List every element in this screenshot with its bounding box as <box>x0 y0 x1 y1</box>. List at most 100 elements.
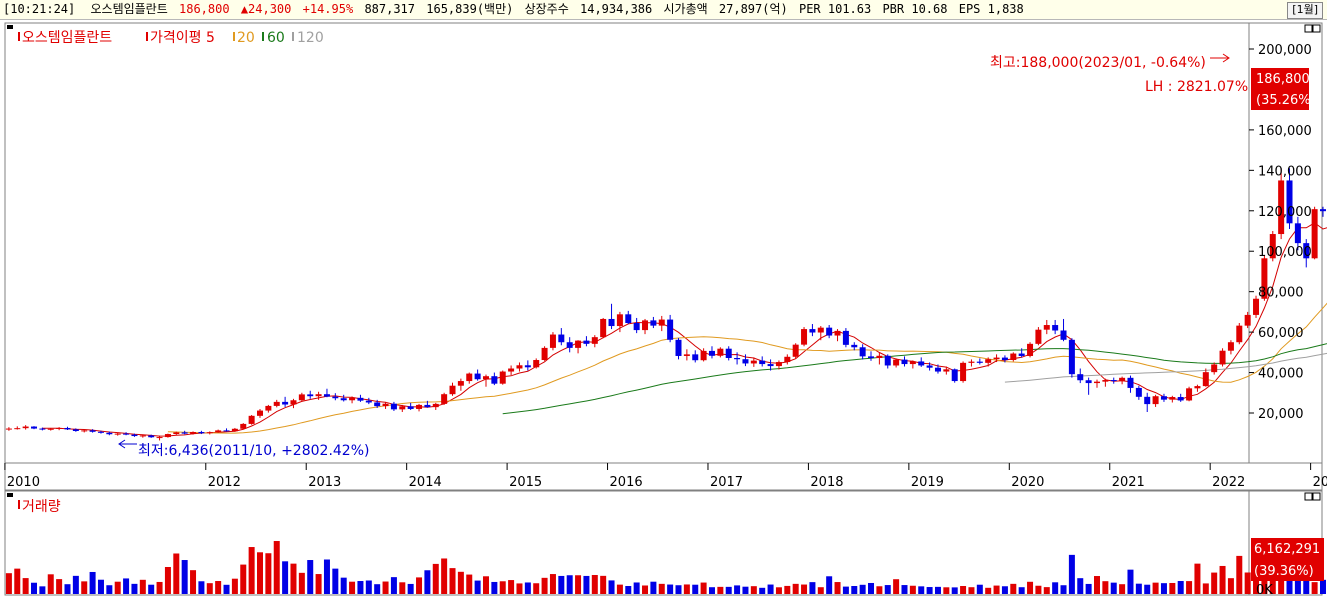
price-tick-label: 60,000 <box>1258 326 1304 341</box>
candle-body <box>457 381 464 386</box>
candle-body <box>1211 364 1218 373</box>
candle-body <box>524 365 531 368</box>
candle-body <box>1202 372 1209 387</box>
candle-body <box>775 362 782 367</box>
candle-body <box>257 410 263 416</box>
volume-bar <box>399 582 406 594</box>
volume-bar <box>775 587 782 594</box>
volume-bar <box>1001 586 1008 594</box>
volume-bar <box>625 586 632 594</box>
legend-ma5: 가격이평 5 <box>150 30 215 46</box>
date-tick-label: 2013 <box>308 475 341 490</box>
volume-bar <box>5 573 12 594</box>
volume-bar <box>575 575 582 594</box>
volume-bar <box>424 570 431 594</box>
volume-bar <box>1186 581 1193 594</box>
candle-body <box>323 394 330 397</box>
date-tick-label: 2019 <box>911 475 944 490</box>
panel-close-icon[interactable] <box>1312 24 1321 33</box>
volume-bar <box>784 585 791 594</box>
volume-bar <box>926 587 933 594</box>
legend-name: 오스템임플란트 <box>22 30 112 46</box>
volume-bar <box>976 584 983 594</box>
candle-body <box>1018 353 1025 356</box>
volume-bar <box>549 574 556 594</box>
volume-bar <box>1278 574 1285 594</box>
panel-marker-icon[interactable] <box>7 25 13 29</box>
volume-panel-max-icon[interactable] <box>1304 492 1313 501</box>
candle-body <box>608 318 615 327</box>
legend-marker-ma60 <box>262 32 264 41</box>
volume-box-pct: (39.36%) <box>1254 564 1314 579</box>
volume-bar <box>131 583 138 594</box>
volume-bar <box>893 579 900 594</box>
volume-bar <box>265 553 272 594</box>
volume-bar <box>81 581 88 594</box>
volume-bar <box>633 582 640 594</box>
candle-body <box>164 434 171 438</box>
volume-bar <box>943 587 950 594</box>
volume-bar <box>1127 569 1134 594</box>
volume-bar <box>282 561 289 594</box>
candle-body <box>56 427 63 429</box>
candle-body <box>1194 386 1201 389</box>
volume-bar <box>474 580 481 594</box>
volume-bar <box>298 572 305 594</box>
volume-panel-close-icon[interactable] <box>1312 492 1321 501</box>
candle-body <box>491 376 498 384</box>
volume-bar <box>524 582 531 594</box>
candle-body <box>826 327 833 336</box>
volume-bar <box>382 581 389 594</box>
price-panel <box>4 22 1323 464</box>
candle-body <box>349 397 356 401</box>
volume-bar <box>64 584 71 594</box>
candle-body <box>549 334 556 348</box>
volume-bar <box>47 574 54 594</box>
candle-body <box>985 359 992 363</box>
panel-max-icon[interactable] <box>1304 24 1313 33</box>
candle-body <box>81 430 88 432</box>
volume-bar <box>1286 574 1293 594</box>
volume-bar <box>934 586 941 594</box>
candle-body <box>72 429 79 431</box>
candle-body <box>834 330 841 336</box>
candle-body <box>131 434 138 437</box>
candle-body <box>340 398 347 401</box>
current-price-box <box>1251 68 1309 110</box>
volume-bar <box>675 585 682 594</box>
candle-body <box>633 323 640 331</box>
volume-legend: 거래량 <box>22 499 61 515</box>
candle-body <box>1094 381 1100 384</box>
volume-bar <box>1027 581 1034 594</box>
candle-body <box>1186 388 1193 401</box>
candle-body <box>223 430 230 432</box>
volume-bar <box>374 584 381 594</box>
candle-body <box>1319 209 1326 212</box>
clock-time: [10:21:24] <box>3 2 76 16</box>
low-arrow-icon <box>118 439 137 449</box>
volume-bar <box>1160 583 1167 594</box>
candle-body <box>156 437 163 439</box>
candle-body <box>1244 314 1251 326</box>
candle-body <box>767 364 774 367</box>
current-price-box-value: 186,800 <box>1256 72 1310 87</box>
volume-bar <box>198 581 205 594</box>
trade-volume: 887,317 <box>364 2 416 16</box>
volume-bar <box>357 581 364 594</box>
candle-body <box>708 350 715 356</box>
date-tick-label: 2020 <box>1011 475 1044 490</box>
volume-bar <box>307 560 314 594</box>
volume-bar <box>1194 563 1201 594</box>
candle-body <box>22 426 29 429</box>
candle-body <box>1135 387 1142 397</box>
candle-body <box>1303 243 1310 259</box>
candle-body <box>516 365 523 369</box>
shares-value: 14,934,386 <box>580 2 653 16</box>
volume-bar <box>1102 581 1109 594</box>
volume-panel-marker-icon[interactable] <box>7 493 13 497</box>
candle-body <box>784 356 791 363</box>
candle-body <box>976 361 983 363</box>
candle-body <box>600 318 607 338</box>
period-button[interactable]: [1월] <box>1287 2 1323 19</box>
candle-body <box>1127 377 1134 388</box>
